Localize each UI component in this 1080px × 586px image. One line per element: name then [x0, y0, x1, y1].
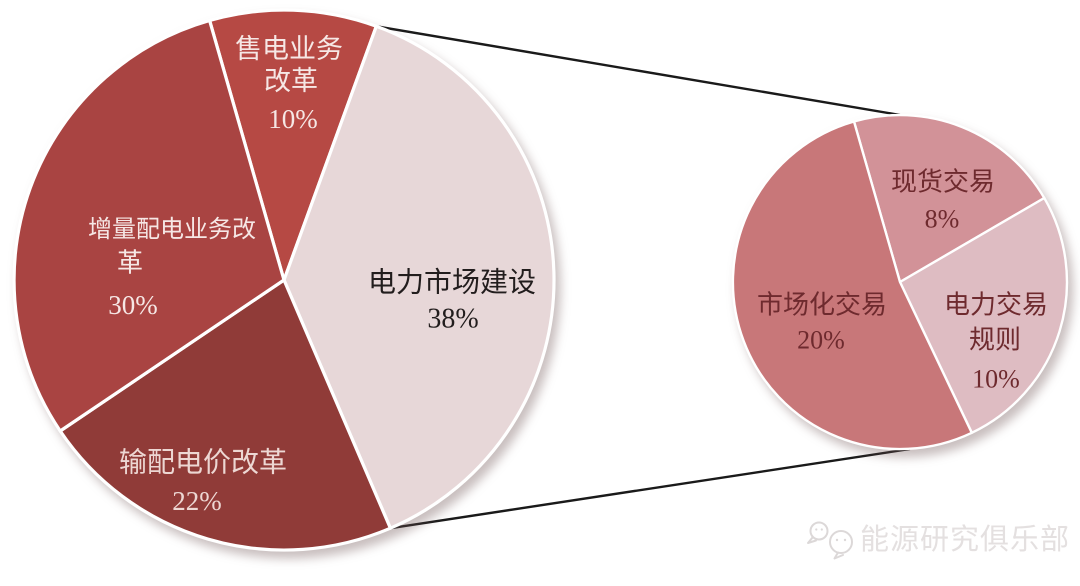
chat-bubble-large-tail [807, 536, 817, 544]
value-label-jiaoyi-guize: 10% [972, 365, 1020, 394]
slice-labels: 售电业务 改革 10% 电力市场建设 38% 输配电价改革 22% 增量配电业务… [88, 34, 1048, 516]
label-shoudian-line1: 售电业务 [235, 34, 343, 64]
label-zengliang-line2: 革 [117, 249, 143, 278]
label-dianli-shichang: 电力市场建设 [368, 267, 536, 299]
watermark: 能源研究俱乐部 [807, 521, 1070, 560]
value-label-shupei: 22% [172, 486, 222, 516]
connector-line-top [376, 25, 901, 117]
chat-bubble-small [829, 530, 853, 554]
label-shichanghua: 市场化交易 [757, 291, 887, 320]
value-label-zengliang: 30% [108, 290, 158, 320]
connector-line-bottom [390, 447, 911, 530]
pie-slice-shupei-dianjia-gaige [58, 278, 392, 552]
pie-slice-shoudian-yewu-gaige [208, 8, 378, 282]
label-shupei: 输配电价改革 [119, 447, 287, 479]
watermark-text: 能源研究俱乐部 [860, 523, 1070, 556]
pie-slice-dianli-jiaoyi-guize [898, 196, 1069, 434]
chat-bubble-large [809, 521, 829, 541]
wechat-chat-bubbles-icon [807, 521, 853, 560]
secondary-pie [731, 113, 1069, 451]
value-label-shoudian: 10% [268, 104, 318, 134]
label-jiaoyi-guize-line1: 电力交易 [944, 291, 1048, 320]
bubble-eye [843, 538, 847, 542]
connector-lines [376, 25, 911, 530]
label-jiaoyi-guize-line2: 规则 [969, 326, 1021, 355]
pie-slice-dianli-shichang-jianshe [282, 24, 556, 530]
bubble-eye [815, 528, 818, 531]
chat-bubble-small-tail [833, 551, 844, 560]
label-zengliang-line1: 增量配电业务改 [88, 216, 256, 243]
pie-slice-zengliang-peidian-yewu-gaige [12, 18, 286, 433]
pie-slice-xianhuo-jiaoyi [852, 113, 1046, 284]
value-label-shichanghua: 20% [797, 326, 845, 355]
bubble-eye [820, 528, 823, 531]
label-xianhuo: 现货交易 [891, 168, 995, 197]
bubble-eye [835, 538, 839, 542]
main-pie [12, 8, 556, 552]
value-label-xianhuo: 8% [925, 205, 960, 234]
label-shoudian-line2: 改革 [264, 66, 318, 96]
pie-slice-shichanghua-jiaoyi [731, 120, 973, 451]
value-label-dianli-shichang: 38% [427, 304, 478, 335]
